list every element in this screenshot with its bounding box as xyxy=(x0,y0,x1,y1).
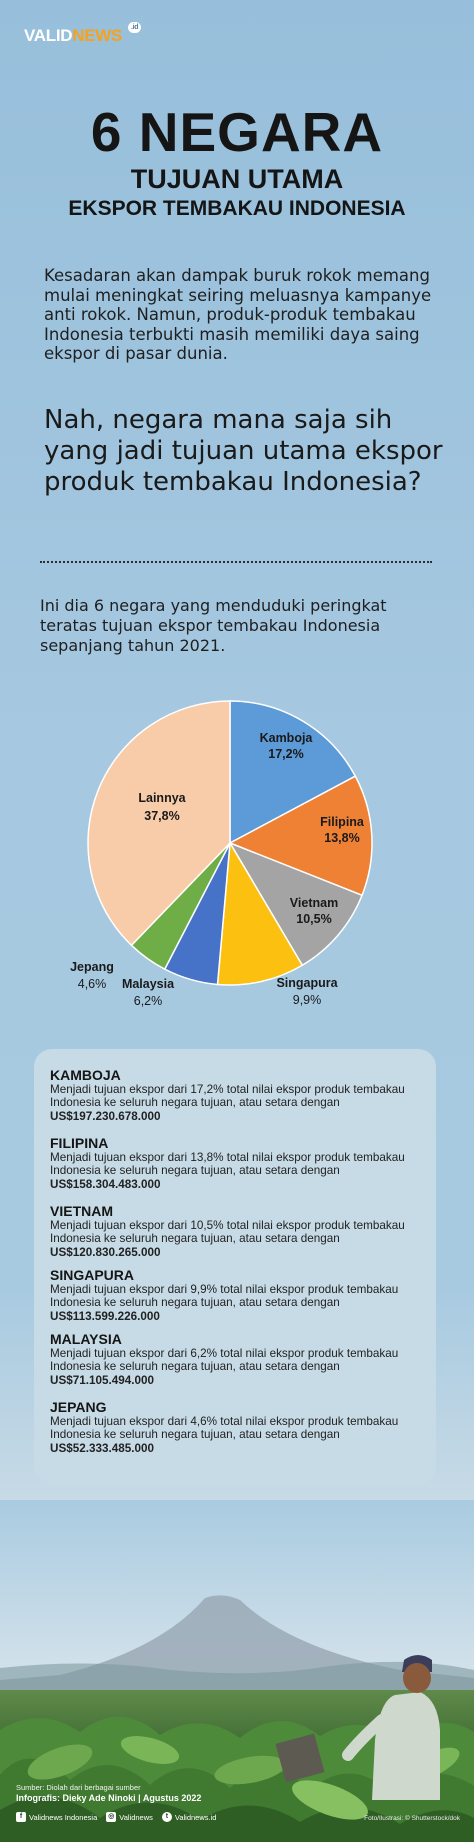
pie-label-lainnya: Lainnya xyxy=(138,791,186,805)
pie-value-kamboja: 17,2% xyxy=(268,747,303,761)
detail-amount: US$197.230.678.000 xyxy=(50,1109,161,1123)
detail-entry-singapura: SINGAPURA Menjadi tujuan ekspor dari 9,9%… xyxy=(50,1267,430,1323)
detail-country-name: KAMBOJA xyxy=(50,1067,121,1083)
lead-paragraph: Ini dia 6 negara yang menduduki peringka… xyxy=(40,596,387,655)
detail-country-name: SINGAPURA xyxy=(50,1267,135,1283)
pie-value-jepang: 4,6% xyxy=(78,977,107,991)
question-heading: Nah, negara mana saja sih yang jadi tuju… xyxy=(44,405,443,497)
logo-accent: NEWS xyxy=(72,26,123,45)
detail-text: Menjadi tujuan ekspor dari 10,5% total n… xyxy=(50,1219,405,1246)
detail-amount: US$158.304.483.000 xyxy=(50,1177,161,1191)
pie-value-malaysia: 6,2% xyxy=(134,994,163,1008)
farmer-figure xyxy=(275,1655,440,1800)
detail-entry-malaysia: MALAYSIA Menjadi tujuan ekspor dari 6,2% … xyxy=(50,1331,430,1387)
pie-label-malaysia: Malaysia xyxy=(122,977,175,991)
page-subtitle-2: EKSPOR TEMBAKAU INDONESIA xyxy=(68,197,406,220)
credit-note: Infografis: Dieky Ade Ninoki | Agustus 2… xyxy=(16,1793,202,1803)
details-card: KAMBOJA Menjadi tujuan ekspor dari 17,2% … xyxy=(34,1049,436,1484)
pie-label-filipina: Filipina xyxy=(320,815,365,829)
detail-text: Menjadi tujuan ekspor dari 4,6% total ni… xyxy=(50,1415,399,1442)
pie-slice-lainnya xyxy=(87,700,231,947)
intro-paragraph: Kesadaran akan dampak buruk rokok memang… xyxy=(44,266,432,363)
detail-country-name: JEPANG xyxy=(50,1399,107,1415)
detail-entry-filipina: FILIPINA Menjadi tujuan ekspor dari 13,8%… xyxy=(50,1135,430,1191)
twitter-icon[interactable]: t xyxy=(161,1812,172,1822)
detail-country-name: FILIPINA xyxy=(50,1135,109,1151)
logo-main: VALID xyxy=(24,26,73,45)
detail-text: Menjadi tujuan ekspor dari 9,9% total ni… xyxy=(50,1283,399,1310)
photo-credit: Foto/Ilustrasi: © Shutterstock/dok xyxy=(364,1815,460,1822)
pie-label-vietnam: Vietnam xyxy=(290,896,338,910)
detail-text: Menjadi tujuan ekspor dari 13,8% total n… xyxy=(50,1151,405,1178)
detail-text: Menjadi tujuan ekspor dari 17,2% total n… xyxy=(50,1083,405,1110)
detail-description: Menjadi tujuan ekspor dari 6,2% total ni… xyxy=(50,1347,430,1387)
detail-amount: US$120.830.265.000 xyxy=(50,1245,161,1259)
detail-description: Menjadi tujuan ekspor dari 10,5% total n… xyxy=(50,1219,430,1259)
facebook-link[interactable]: Validnews Indonesia xyxy=(29,1812,98,1822)
pie-slice-filipina xyxy=(228,775,373,897)
validnews-logo[interactable]: VALIDNEWS .id xyxy=(24,22,142,46)
pie-chart: Kamboja 17,2% Filipina 13,8% Vietnam 10,5% Sin… xyxy=(70,700,373,1008)
detail-amount: US$113.599.226.000 xyxy=(50,1309,160,1323)
page-subtitle-1: TUJUAN UTAMA xyxy=(130,164,344,194)
detail-text: Menjadi tujuan ekspor dari 6,2% total ni… xyxy=(50,1347,399,1374)
pie-slice-vietnam xyxy=(228,841,364,967)
page-title: 6 NEGARA xyxy=(90,101,384,163)
field-illustration xyxy=(0,1500,474,1842)
pie-slice-singapura xyxy=(216,840,304,986)
detail-entry-kamboja: KAMBOJA Menjadi tujuan ekspor dari 17,2% … xyxy=(50,1067,430,1123)
facebook-icon[interactable]: f xyxy=(16,1812,26,1822)
twitter-link[interactable]: Validnews.id xyxy=(174,1812,217,1822)
tobacco-field-photo xyxy=(0,1500,474,1842)
logo-sup: .id xyxy=(128,22,142,33)
pie-label-singapura: Singapura xyxy=(276,976,338,990)
source-note: Sumber: Diolah dari berbagai sumber xyxy=(16,1783,141,1792)
detail-entry-jepang: JEPANG Menjadi tujuan ekspor dari 4,6% to… xyxy=(50,1399,430,1455)
detail-amount: US$52.333.485.000 xyxy=(50,1441,154,1455)
dotted-divider xyxy=(40,561,432,563)
pie-slice-kamboja xyxy=(229,700,357,845)
pie-label-kamboja: Kamboja xyxy=(260,731,314,745)
pie-value-lainnya: 37,8% xyxy=(144,809,179,823)
detail-description: Menjadi tujuan ekspor dari 17,2% total n… xyxy=(50,1083,430,1123)
pie-value-filipina: 13,8% xyxy=(324,831,359,845)
detail-country-name: VIETNAM xyxy=(50,1203,113,1219)
pie-value-vietnam: 10,5% xyxy=(296,912,331,926)
detail-description: Menjadi tujuan ekspor dari 9,9% total ni… xyxy=(50,1283,430,1323)
pie-value-singapura: 9,9% xyxy=(293,993,322,1007)
social-links: f Validnews Indonesia ◎ Validnews t Vali… xyxy=(16,1812,216,1822)
detail-country-name: MALAYSIA xyxy=(50,1331,122,1347)
instagram-link[interactable]: Validnews xyxy=(119,1812,153,1822)
detail-description: Menjadi tujuan ekspor dari 4,6% total ni… xyxy=(50,1415,430,1455)
detail-entry-vietnam: VIETNAM Menjadi tujuan ekspor dari 10,5% … xyxy=(50,1203,430,1259)
instagram-icon[interactable]: ◎ xyxy=(106,1812,117,1822)
detail-description: Menjadi tujuan ekspor dari 13,8% total n… xyxy=(50,1151,430,1191)
pie-label-jepang: Jepang xyxy=(70,960,114,974)
detail-amount: US$71.105.494.000 xyxy=(50,1373,154,1387)
